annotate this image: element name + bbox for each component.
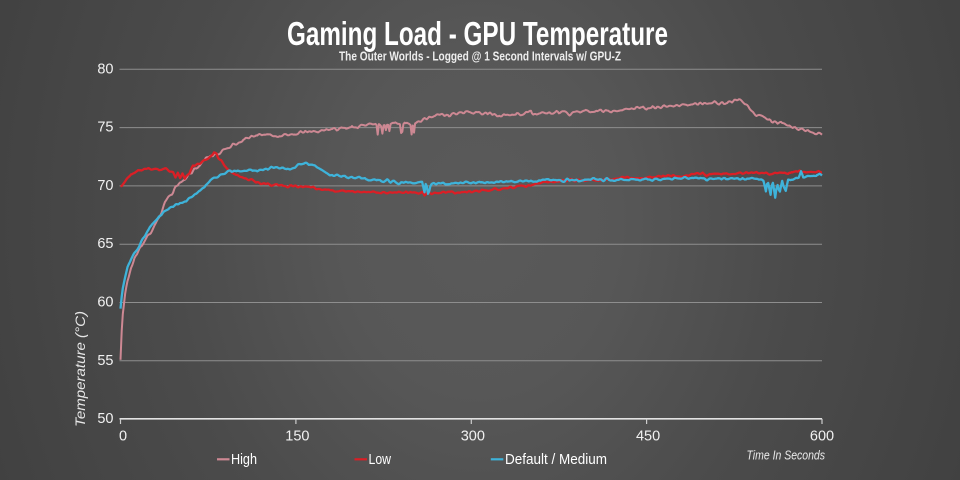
svg-text:75: 75 [97, 120, 113, 136]
svg-text:High: High [231, 451, 257, 468]
svg-text:300: 300 [461, 429, 485, 445]
svg-text:65: 65 [97, 236, 113, 252]
svg-text:0: 0 [119, 429, 127, 445]
svg-text:The Outer Worlds - Logged @ 1: The Outer Worlds - Logged @ 1 Second Int… [339, 49, 621, 64]
svg-text:Low: Low [369, 451, 392, 468]
svg-text:70: 70 [97, 178, 113, 194]
svg-text:600: 600 [810, 429, 834, 445]
svg-text:Gaming Load - GPU Temperature: Gaming Load - GPU Temperature [287, 15, 668, 52]
svg-text:450: 450 [636, 429, 660, 445]
svg-text:60: 60 [97, 295, 113, 311]
svg-text:55: 55 [97, 353, 113, 369]
svg-text:80: 80 [97, 61, 113, 77]
svg-text:Default / Medium: Default / Medium [505, 451, 607, 468]
svg-text:150: 150 [285, 429, 309, 445]
svg-text:Temperature (°C): Temperature (°C) [73, 311, 88, 427]
svg-text:50: 50 [97, 411, 113, 427]
svg-text:Time In Seconds: Time In Seconds [747, 449, 826, 463]
